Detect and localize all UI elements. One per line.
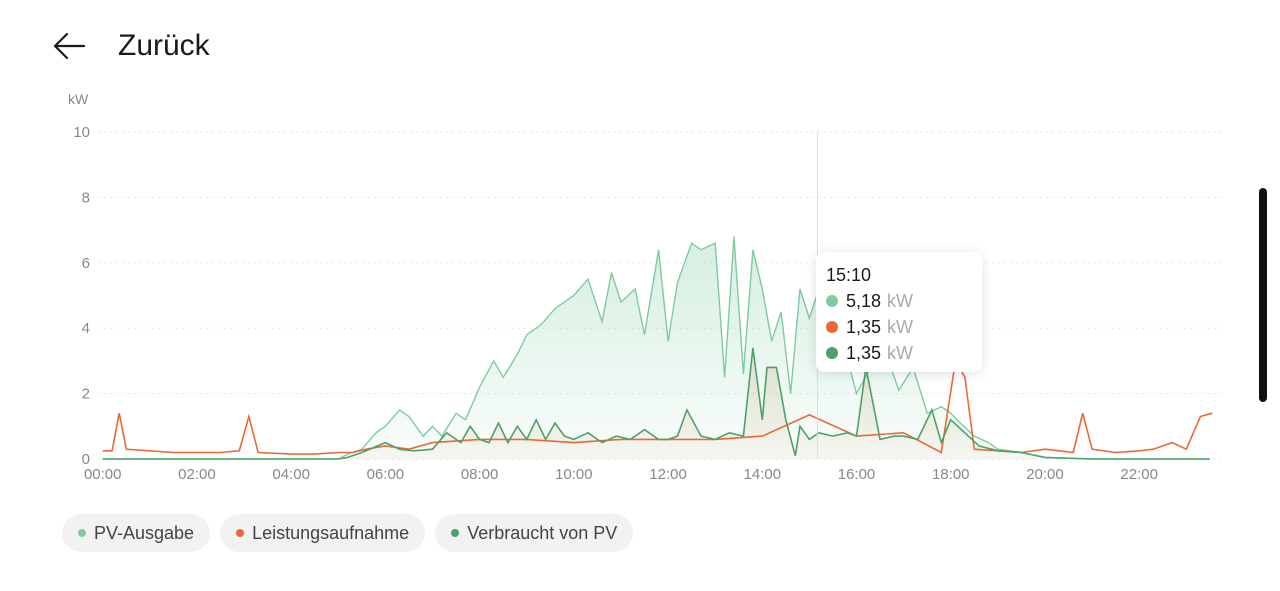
tooltip-unit: kW: [887, 290, 914, 311]
pv-dot-icon: [78, 529, 86, 537]
legend-label: Leistungsaufnahme: [252, 522, 410, 543]
self-consumption-dot-icon: [451, 529, 460, 537]
y-tick-label: 4: [82, 320, 90, 337]
legend-label: Verbraucht von PV: [467, 522, 618, 543]
arrow-left-icon: [52, 28, 88, 64]
y-tick-label: 2: [82, 386, 90, 403]
x-tick-label: 14:00: [744, 466, 782, 483]
chart-legend: PV-Ausgabe Leistungsaufnahme Verbraucht …: [62, 514, 634, 552]
x-tick-label: 00:00: [84, 466, 122, 483]
x-tick-label: 18:00: [932, 466, 970, 483]
y-axis-label: kW: [68, 91, 89, 107]
tooltip-value: 1,35: [846, 342, 882, 363]
x-tick-label: 02:00: [178, 466, 216, 483]
x-tick-label: 22:00: [1120, 466, 1158, 483]
tooltip-value: 5,18: [846, 290, 882, 311]
tooltip-value: 1,35: [846, 316, 882, 337]
back-button[interactable]: Zurück: [52, 26, 210, 66]
back-label: Zurück: [118, 29, 210, 62]
pv-dot-icon: [826, 295, 838, 307]
x-tick-label: 10:00: [555, 466, 593, 483]
y-tick-label: 8: [82, 189, 90, 206]
tooltip-row-self-consumption: 1,35 kW: [826, 340, 972, 366]
tooltip-row-pv: 5,18 kW: [826, 288, 972, 314]
legend-item-self-consumption[interactable]: Verbraucht von PV: [435, 514, 634, 552]
x-tick-label: 06:00: [367, 466, 405, 483]
tooltip-unit: kW: [887, 316, 914, 337]
y-tick-label: 10: [73, 124, 90, 141]
legend-item-pv[interactable]: PV-Ausgabe: [62, 514, 211, 552]
self-consumption-area: [102, 347, 1210, 459]
scrollbar[interactable]: [1259, 188, 1267, 402]
pv-area: [102, 236, 1210, 459]
x-tick-label: 20:00: [1026, 466, 1064, 483]
tooltip-row-consumption: 1,35 kW: [826, 314, 972, 340]
x-tick-label: 04:00: [272, 466, 310, 483]
legend-item-consumption[interactable]: Leistungsaufnahme: [220, 514, 426, 552]
pv-line: [102, 236, 1210, 460]
power-chart[interactable]: kW 0 2 4 6 8 10 00:00 02:00 04:00 06:00 08:00 10:00 1…: [0, 80, 1240, 500]
y-tick-label: 6: [82, 255, 90, 272]
consumption-line: [102, 358, 1213, 455]
chart-tooltip: 15:10 5,18 kW 1,35 kW 1,35 kW: [816, 252, 982, 372]
tooltip-unit: kW: [887, 342, 914, 363]
y-tick-label: 0: [82, 451, 90, 468]
x-tick-label: 12:00: [649, 466, 687, 483]
self-consumption-line: [102, 347, 1210, 460]
tooltip-time: 15:10: [826, 264, 872, 285]
self-consumption-dot-icon: [826, 347, 838, 359]
x-tick-label: 16:00: [838, 466, 876, 483]
legend-label: PV-Ausgabe: [94, 522, 195, 543]
x-tick-label: 08:00: [461, 466, 499, 483]
consumption-dot-icon: [236, 529, 245, 537]
consumption-dot-icon: [826, 321, 838, 333]
